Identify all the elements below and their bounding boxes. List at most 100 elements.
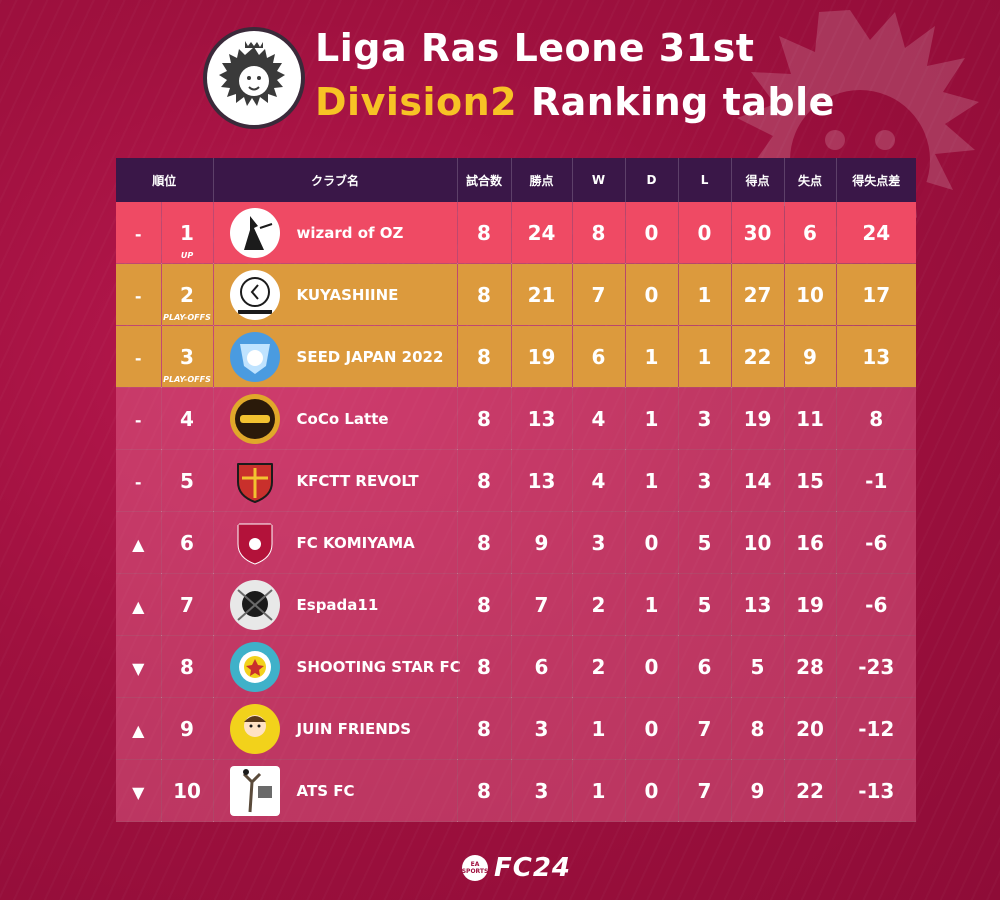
coco-latte-crest-icon [229, 393, 280, 444]
goal-difference-cell: -6 [836, 573, 917, 636]
goals-against-cell: 20 [784, 697, 837, 760]
goal-difference-cell: -6 [836, 511, 917, 574]
goals-against-cell: 22 [784, 759, 837, 822]
position-cell: 3 PLAY-OFFS [161, 325, 214, 388]
trend-indicator: - [116, 325, 162, 388]
goal-difference-cell: 13 [836, 325, 917, 388]
header-club: クラブ名 [213, 158, 458, 202]
draws-cell: 1 [625, 325, 679, 388]
losses-cell: 1 [678, 325, 732, 388]
goals-for-cell: 30 [731, 202, 785, 264]
club-cell: wizard of OZ [213, 202, 458, 264]
draws-cell: 1 [625, 387, 679, 450]
goals-against-cell: 28 [784, 635, 837, 698]
position-cell: 5 [161, 449, 214, 512]
header-wins: W [572, 158, 626, 202]
points-cell: 13 [511, 387, 573, 450]
club-name: wizard of OZ [296, 223, 404, 242]
league-logo [203, 27, 305, 129]
goals-against-cell: 16 [784, 511, 837, 574]
header-draws: D [625, 158, 679, 202]
fc-komiyama-crest-icon [230, 518, 280, 568]
position-note: UP [180, 251, 194, 260]
played-cell: 8 [457, 202, 512, 264]
draws-cell: 0 [625, 511, 679, 574]
points-cell: 19 [511, 325, 573, 388]
goals-against-cell: 15 [784, 449, 837, 512]
goal-difference-cell: -23 [836, 635, 917, 698]
played-cell: 8 [457, 697, 512, 760]
points-cell: 6 [511, 635, 573, 698]
page-subtitle: Division2 Ranking table [315, 80, 835, 124]
trend-indicator: - [116, 449, 162, 512]
club-cell: Espada11 [213, 573, 458, 636]
table-row: ▲ 7 Espada11 8 7 2 1 5 13 19 -6 [116, 573, 917, 636]
club-name: Espada11 [296, 595, 379, 614]
club-name: CoCo Latte [296, 409, 389, 428]
losses-cell: 7 [678, 759, 732, 822]
table-row: ▼ 8 SHOOTING STAR FC 8 6 2 0 6 5 28 -23 [116, 635, 917, 698]
club-cell: SEED JAPAN 2022 [213, 325, 458, 388]
played-cell: 8 [457, 387, 512, 450]
draws-cell: 0 [625, 263, 679, 326]
losses-cell: 3 [678, 387, 732, 450]
points-cell: 7 [511, 573, 573, 636]
played-cell: 8 [457, 325, 512, 388]
table-row: - 5 KFCTT REVOLT 8 13 4 1 3 14 15 -1 [116, 449, 917, 512]
points-cell: 9 [511, 511, 573, 574]
club-name: SEED JAPAN 2022 [296, 347, 444, 366]
position-cell: 4 [161, 387, 214, 450]
trend-indicator: - [116, 263, 162, 326]
played-cell: 8 [457, 449, 512, 512]
wins-cell: 4 [572, 387, 626, 450]
played-cell: 8 [457, 635, 512, 698]
goals-for-cell: 14 [731, 449, 785, 512]
goals-for-cell: 19 [731, 387, 785, 450]
position-cell: 1 UP [161, 202, 214, 264]
header-rank: 順位 [116, 158, 214, 202]
draws-cell: 0 [625, 697, 679, 760]
table-row: ▼ 10 ATS FC 8 3 1 0 7 9 22 -13 [116, 759, 917, 822]
shooting-star-crest-icon [229, 641, 280, 692]
played-cell: 8 [457, 573, 512, 636]
draws-cell: 0 [625, 202, 679, 264]
header: Liga Ras Leone 31st Division2 Ranking ta… [0, 0, 1000, 150]
club-cell: KFCTT REVOLT [213, 449, 458, 512]
position-note: PLAY-OFFS [163, 375, 211, 384]
wins-cell: 1 [572, 759, 626, 822]
goals-for-cell: 10 [731, 511, 785, 574]
goals-for-cell: 9 [731, 759, 785, 822]
table-header-row: 順位 クラブ名 試合数 勝点 W D L 得点 失点 得失点差 [116, 158, 917, 202]
played-cell: 8 [457, 511, 512, 574]
position-cell: 9 [161, 697, 214, 760]
goal-difference-cell: -12 [836, 697, 917, 760]
header-played: 試合数 [457, 158, 512, 202]
played-cell: 8 [457, 759, 512, 822]
points-cell: 24 [511, 202, 573, 264]
table-row: ▲ 9 JUIN FRIENDS 8 3 1 0 7 8 20 -12 [116, 697, 917, 760]
club-name: JUIN FRIENDS [296, 719, 412, 738]
trend-indicator: ▲ [116, 697, 162, 760]
trend-indicator: ▼ [116, 759, 162, 822]
wins-cell: 8 [572, 202, 626, 264]
goals-against-cell: 10 [784, 263, 837, 326]
goal-difference-cell: -13 [836, 759, 917, 822]
club-name: KUYASHIINE [296, 285, 399, 304]
losses-cell: 3 [678, 449, 732, 512]
draws-cell: 1 [625, 573, 679, 636]
goals-against-cell: 19 [784, 573, 837, 636]
losses-cell: 5 [678, 573, 732, 636]
club-cell: JUIN FRIENDS [213, 697, 458, 760]
club-cell: SHOOTING STAR FC [213, 635, 461, 698]
table-row: - 1 UP wizard of OZ 8 24 8 0 0 30 6 24 [116, 202, 917, 264]
wins-cell: 3 [572, 511, 626, 574]
ranking-table: 順位 クラブ名 試合数 勝点 W D L 得点 失点 得失点差 - 1 UP wi… [116, 158, 917, 822]
points-cell: 13 [511, 449, 573, 512]
header-points: 勝点 [511, 158, 573, 202]
club-cell: ATS FC [213, 759, 458, 822]
ats-fc-crest-icon [229, 765, 280, 816]
losses-cell: 0 [678, 202, 732, 264]
losses-cell: 1 [678, 263, 732, 326]
table-row: - 4 CoCo Latte 8 13 4 1 3 19 11 8 [116, 387, 917, 450]
position-cell: 2 PLAY-OFFS [161, 263, 214, 326]
